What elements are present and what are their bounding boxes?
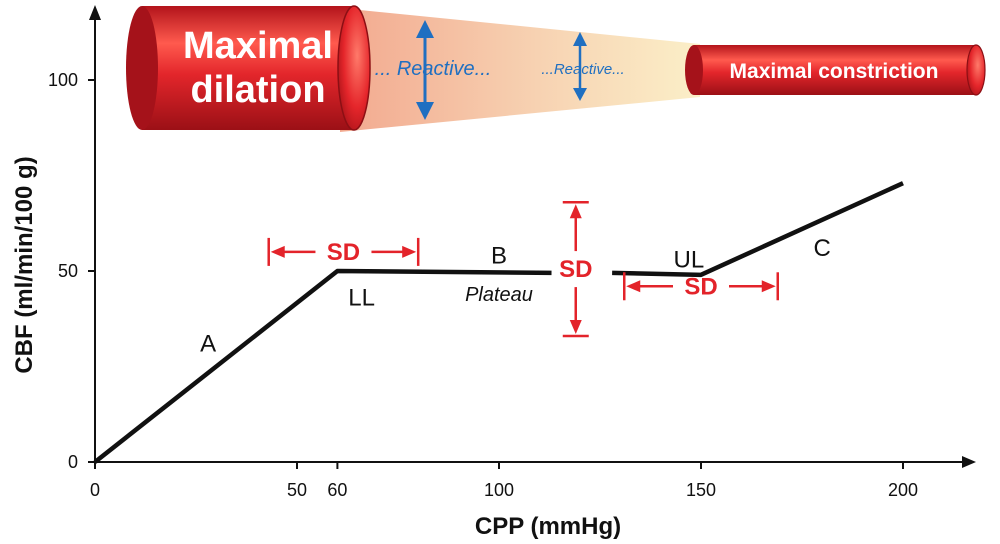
sd-label: SD [684,273,717,300]
dilation-label-line2: dilation [190,69,325,111]
autoregulation-curve [93,268,552,464]
dilated-vessel-cap [337,5,371,131]
x-tick-label: 0 [90,480,100,500]
sd-label: SD [327,239,360,266]
y-tick-label: 100 [48,70,78,90]
segment-label-a: A [200,331,216,358]
sd-marker: SD [267,237,420,266]
constriction-label: Maximal constriction [730,60,939,83]
sd-label: SD [559,256,592,283]
x-axis-ticks: 0 50 60 100 150 200 [90,462,918,500]
reactive-text-1: ... Reactive... [375,58,492,80]
x-tick-label: 100 [484,480,514,500]
reactive-text-2: ...Reactive... [541,61,624,78]
segment-label-ll: LL [348,285,375,312]
sd-markers: SD SD SD [267,200,780,338]
x-axis-arrowhead [962,456,976,468]
x-tick-label: 200 [888,480,918,500]
dilated-vessel-body [142,6,354,130]
axes: CPP (mmHg) CBF (ml/min/100 g) [11,5,976,540]
constricted-vessel-body [694,45,976,95]
segment-label-c: C [814,235,831,262]
x-tick-label: 150 [686,480,716,500]
dilated-vessel-left-end [126,6,158,130]
reactivity-arrow-large [416,20,434,120]
y-tick-label: 50 [58,261,78,281]
y-axis-ticks: 0 50 100 [48,70,95,472]
x-tick-label: 60 [327,480,347,500]
reactivity-cone [340,8,700,132]
segment-label-b: B [491,243,507,270]
x-tick-label: 50 [287,480,307,500]
plateau-label: Plateau [465,284,533,306]
sd-marker: SD [622,272,780,301]
reactivity-arrow-small [573,32,587,101]
sd-marker: SD [559,200,592,338]
dilation-label-line1: Maximal [183,25,333,67]
vessel-illustration: Maximal dilation Maximal constriction ..… [126,5,986,132]
constricted-vessel-cap [966,44,986,96]
x-axis-title: CPP (mmHg) [475,513,621,540]
segment-label-ul: UL [674,247,705,274]
constricted-vessel-left-end [685,45,703,95]
segment-labels: A LL B UL C Plateau [200,235,831,358]
y-tick-label: 0 [68,452,78,472]
y-axis-title: CBF (ml/min/100 g) [11,156,38,373]
autoregulation-curve-upper [612,181,904,278]
y-axis-arrowhead [89,5,101,20]
